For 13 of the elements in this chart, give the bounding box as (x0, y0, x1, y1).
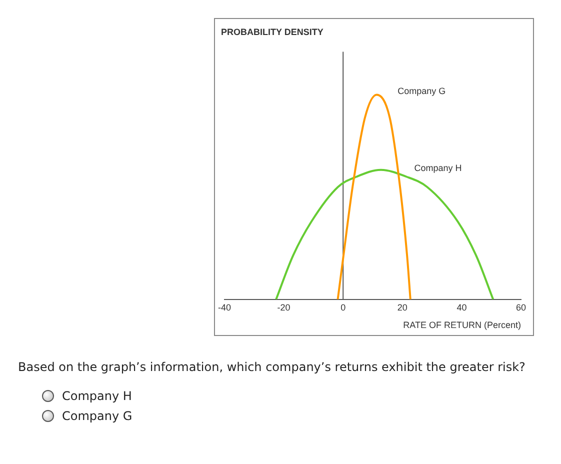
x-tick-label: -40 (218, 302, 232, 312)
x-tick-label: 60 (516, 302, 526, 312)
x-axis-title: RATE OF RETURN (Percent) (403, 320, 522, 330)
series-label: Company G (398, 86, 446, 96)
text: PROBABILITY DENSITY (221, 26, 324, 37)
series-label: Company H (414, 163, 462, 174)
text: Company G (62, 409, 132, 423)
x-tick-label: 40 (456, 302, 467, 312)
text: Company H (62, 389, 132, 403)
x-tick-label: 20 (397, 302, 408, 312)
text: Based on the graph’s information, which company’s returns exhibit the greater risk? (18, 360, 526, 374)
x-tick-label: -20 (277, 302, 290, 312)
x-tick-label: 0 (340, 302, 346, 312)
